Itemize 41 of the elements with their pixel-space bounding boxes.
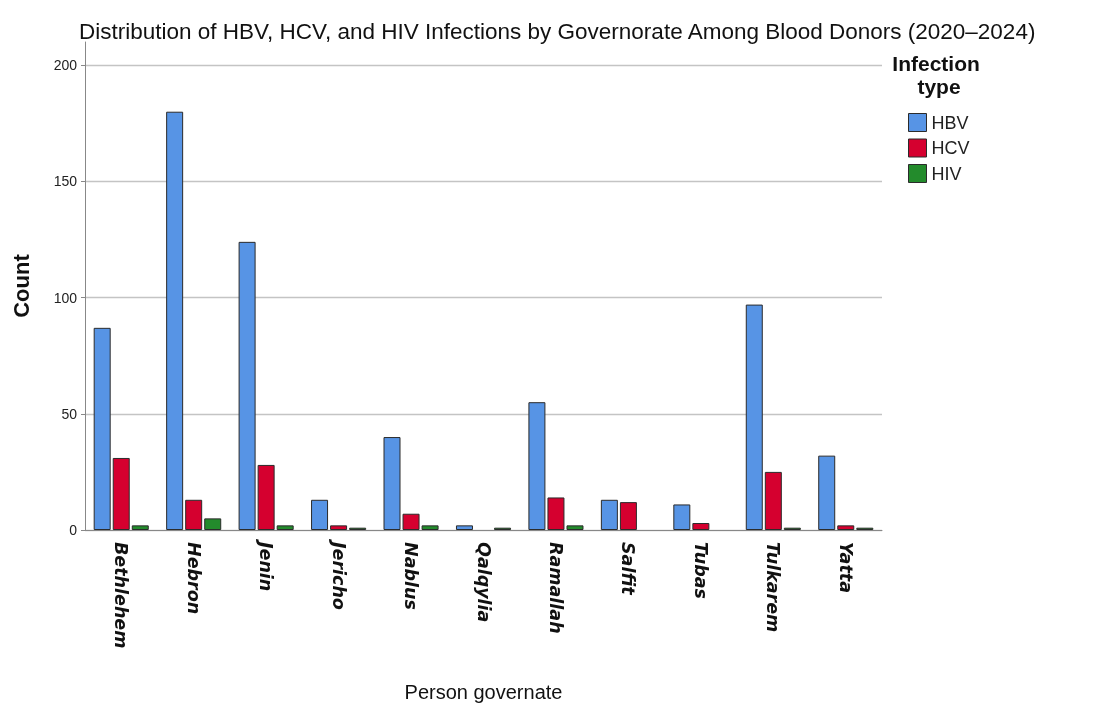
bar: [330, 525, 348, 530]
bar: [112, 457, 130, 530]
x-tick-label: Jenin: [256, 539, 277, 592]
bar: [764, 471, 782, 530]
x-tick-label: Jericho: [328, 539, 349, 610]
y-tick-label: 0: [69, 522, 78, 538]
bar: [93, 327, 111, 530]
bar: [204, 518, 222, 530]
bar: [166, 111, 184, 530]
bar: [276, 525, 294, 530]
legend-label: HCV: [931, 138, 970, 158]
bar: [837, 525, 855, 530]
y-axis-title: Count: [8, 253, 34, 318]
y-tick-label: 200: [53, 57, 78, 74]
bar: [692, 523, 710, 530]
legend-title: Infection type: [892, 52, 986, 98]
bar: [745, 304, 763, 530]
bar: [818, 455, 836, 530]
y-tick-label: 150: [53, 173, 78, 190]
x-tick-label: Ramallah: [545, 542, 566, 634]
bar: [311, 499, 329, 530]
x-tick-label: Hebron: [183, 542, 204, 615]
x-tick-label: Bethlehem: [111, 542, 132, 649]
bar: [455, 525, 473, 530]
bar: [185, 499, 203, 530]
bar: [131, 525, 149, 530]
x-tick-label: Tulkarem: [763, 542, 784, 633]
chart-title: Distribution of HBV, HCV, and HIV Infections by Governorate Among Blood Donors (2020–2024): [79, 19, 1036, 44]
x-tick-label: Salfit: [618, 542, 639, 596]
x-axis-title: Person governate: [404, 681, 563, 703]
x-tick-label: Yatta: [835, 542, 856, 593]
legend-label: HBV: [931, 112, 969, 133]
y-tick-label: 50: [61, 405, 78, 422]
legend-label: HIV: [931, 163, 962, 184]
bar: [673, 504, 691, 530]
y-tick-label: 100: [53, 289, 78, 306]
x-tick-label: Nablus: [401, 542, 422, 610]
x-tick-label: Tubas: [690, 542, 711, 599]
bar: [619, 502, 637, 530]
bar: [600, 499, 618, 530]
x-tick-label: Qalqylia: [473, 542, 494, 623]
